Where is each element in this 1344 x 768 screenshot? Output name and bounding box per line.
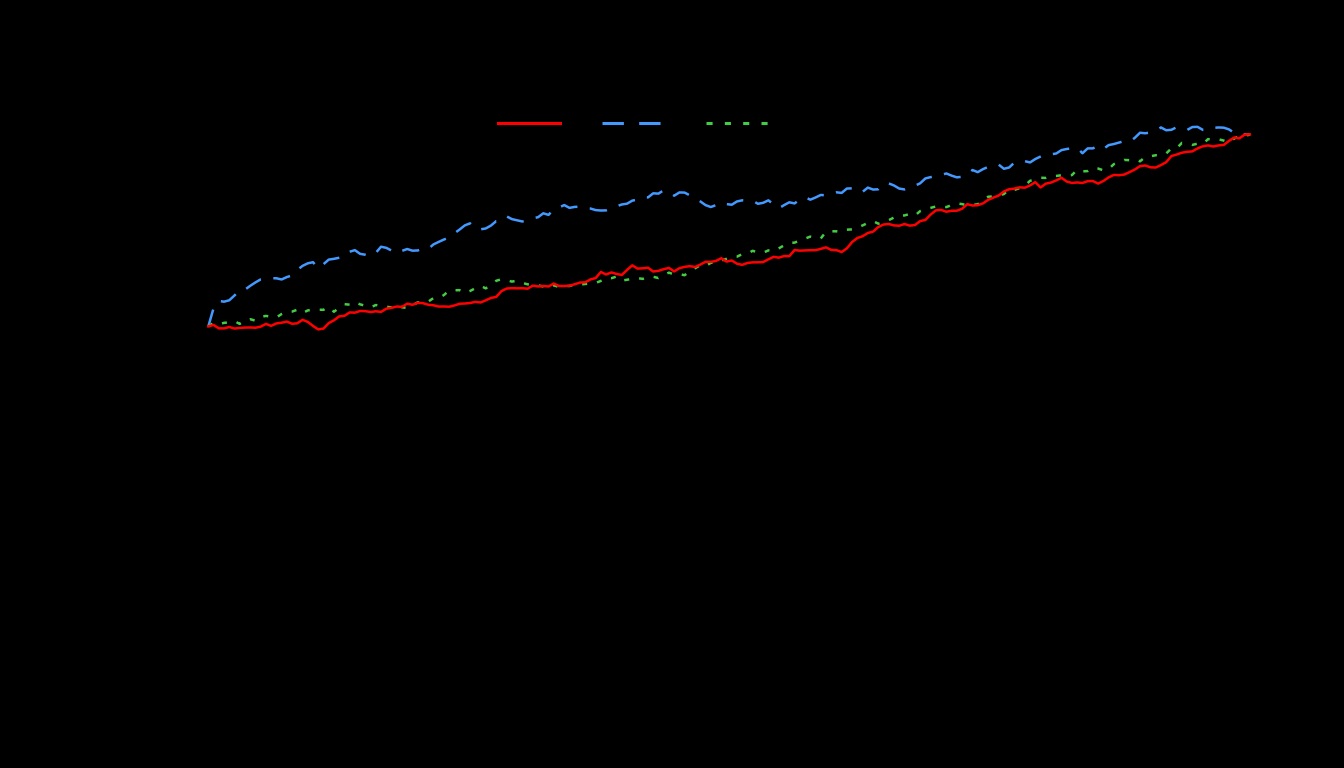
Legend: , , : , , xyxy=(489,107,788,143)
